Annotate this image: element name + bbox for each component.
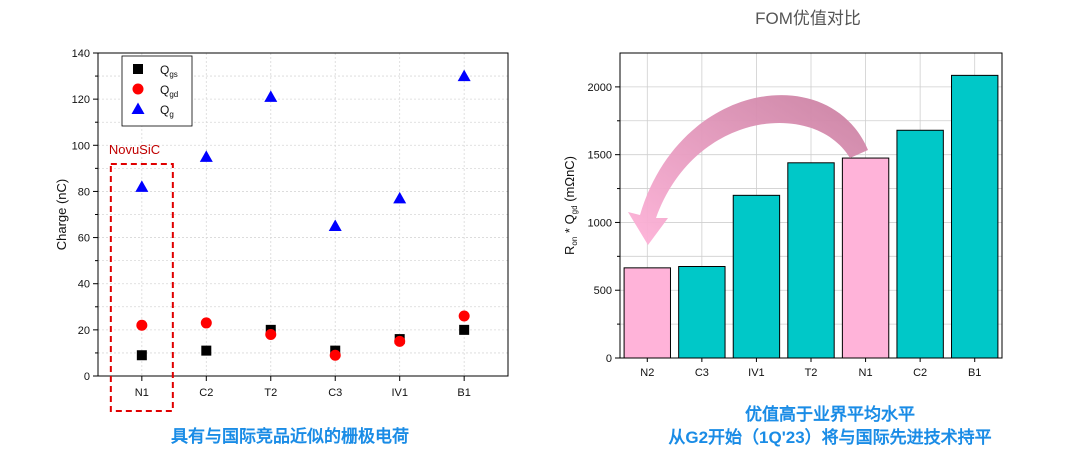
- bar-iv1: [732, 194, 781, 359]
- scatter-point-g: [393, 191, 407, 204]
- fom-chart-title: FOM优值对比: [755, 9, 861, 28]
- x-tick-label: C3: [695, 367, 709, 379]
- novusic-label: NovuSiC: [109, 142, 160, 157]
- scatter-point-g: [199, 150, 213, 162]
- comparison-arrow: [628, 95, 868, 246]
- bar-t2: [787, 162, 835, 359]
- x-tick-label: B1: [968, 367, 981, 379]
- legend-marker-g: [131, 102, 145, 114]
- y-tick-label: 2000: [588, 82, 612, 94]
- y-axis-label: Ron * Qgd (mΩnC): [562, 156, 579, 255]
- bar-n2: [623, 267, 671, 359]
- y-tick-label: 80: [78, 186, 90, 198]
- scatter-point-g: [328, 219, 342, 232]
- x-tick-label: C2: [199, 387, 213, 399]
- y-tick-label: 140: [72, 48, 90, 60]
- x-tick-label: C2: [913, 367, 927, 379]
- x-tick-label: T2: [805, 367, 818, 379]
- bar-c3: [678, 266, 726, 359]
- scatter-point-gd: [458, 310, 470, 322]
- y-tick-label: 1000: [588, 217, 612, 229]
- legend-box: [121, 55, 193, 127]
- y-tick-label: 60: [78, 233, 90, 245]
- x-tick-label: IV1: [391, 387, 408, 399]
- scatter-point-gd: [329, 349, 341, 361]
- x-tick-label: C3: [328, 387, 342, 399]
- legend-marker-gd: [132, 83, 144, 95]
- y-axis-label: Charge (nC): [54, 179, 69, 251]
- scatter-point-g: [457, 69, 471, 82]
- x-tick-label: N1: [135, 387, 149, 399]
- scatter-point-gs: [136, 350, 147, 361]
- right-caption-line-1: 优值高于业界平均水平: [745, 404, 915, 424]
- left-caption: 具有与国际竞品近似的栅极电荷: [170, 426, 409, 446]
- bar-n1: [841, 157, 890, 359]
- scatter-point-gs: [459, 324, 470, 335]
- y-tick-label: 0: [606, 353, 612, 365]
- captions: 具有与国际竞品近似的栅极电荷 优值高于业界平均水平 从G2开始（1Q'23）将与…: [170, 9, 992, 447]
- scatter-point-gd: [394, 335, 406, 347]
- scatter-point-gd: [200, 317, 212, 329]
- novusic-highlight-box: [109, 163, 174, 412]
- x-tick-label: N2: [640, 367, 654, 379]
- bar-c2: [896, 129, 944, 359]
- x-tick-label: IV1: [748, 367, 765, 379]
- x-tick-label: T2: [264, 387, 277, 399]
- fom-bar-chart: 0 500 1000 1500 2000 N2 C3 IV1 T2 N1 C2 B1 Ron * Qgd…: [562, 52, 1003, 379]
- x-tick-label: N1: [859, 367, 873, 379]
- y-tick-label: 500: [594, 285, 612, 297]
- gate-charge-chart: 0 20 40 60 80 100 120 140 N1 C2 T2 C3 IV1 B1 Charge (n…: [54, 48, 509, 412]
- scatter-point-gd: [136, 319, 148, 331]
- y-tick-label: 120: [72, 94, 90, 106]
- y-tick-label: 1500: [588, 150, 612, 162]
- y-tick-label: 0: [84, 371, 90, 383]
- bar-b1: [951, 74, 999, 359]
- y-tick-label: 20: [78, 325, 90, 337]
- y-tick-label: 40: [78, 279, 90, 291]
- scatter-point-g: [264, 90, 278, 102]
- x-tick-label: B1: [457, 387, 470, 399]
- scatter-point-gd: [265, 328, 277, 340]
- y-tick-label: 100: [72, 140, 90, 152]
- scatter-point-g: [135, 180, 149, 192]
- scatter-point-gs: [201, 345, 212, 356]
- right-caption-line-2: 从G2开始（1Q'23）将与国际先进技术持平: [668, 427, 991, 447]
- legend-marker-gs: [133, 64, 143, 74]
